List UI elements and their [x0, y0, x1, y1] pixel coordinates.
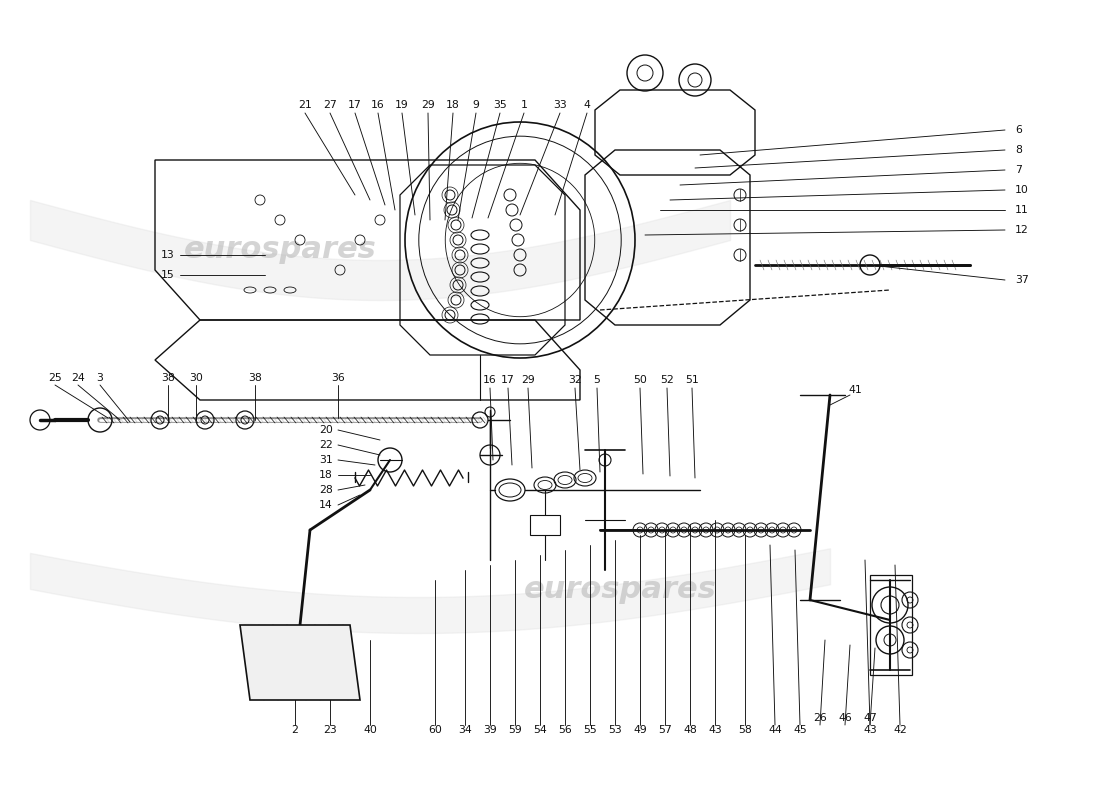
Text: 47: 47: [864, 713, 877, 723]
Text: 5: 5: [594, 375, 601, 385]
Text: 9: 9: [473, 100, 480, 110]
Text: 11: 11: [1015, 205, 1028, 215]
Text: 33: 33: [553, 100, 566, 110]
Text: 3: 3: [97, 373, 103, 383]
Text: 22: 22: [319, 440, 333, 450]
Polygon shape: [240, 625, 360, 700]
Text: 43: 43: [708, 725, 722, 735]
Text: 23: 23: [323, 725, 337, 735]
Text: 29: 29: [421, 100, 434, 110]
Text: 49: 49: [634, 725, 647, 735]
Text: 58: 58: [738, 725, 752, 735]
Text: 30: 30: [189, 373, 202, 383]
Text: 55: 55: [583, 725, 597, 735]
Text: 6: 6: [1015, 125, 1022, 135]
Text: 13: 13: [162, 250, 175, 260]
Text: 15: 15: [162, 270, 175, 280]
Text: 1: 1: [520, 100, 527, 110]
Text: 43: 43: [864, 725, 877, 735]
Text: 28: 28: [319, 485, 333, 495]
Text: 32: 32: [568, 375, 582, 385]
Text: 26: 26: [813, 713, 827, 723]
Text: 4: 4: [584, 100, 591, 110]
Text: eurospares: eurospares: [184, 235, 376, 265]
Text: 29: 29: [521, 375, 535, 385]
Text: 42: 42: [893, 725, 906, 735]
Text: 27: 27: [323, 100, 337, 110]
Text: 17: 17: [348, 100, 362, 110]
Text: 53: 53: [608, 725, 622, 735]
Text: 37: 37: [1015, 275, 1028, 285]
Text: 7: 7: [1015, 165, 1022, 175]
Text: 38: 38: [249, 373, 262, 383]
Text: 21: 21: [298, 100, 312, 110]
Text: 24: 24: [72, 373, 85, 383]
Text: 44: 44: [768, 725, 782, 735]
Text: 36: 36: [331, 373, 345, 383]
Text: 18: 18: [319, 470, 333, 480]
Bar: [870, 575, 912, 675]
Text: 52: 52: [660, 375, 674, 385]
Text: 39: 39: [483, 725, 497, 735]
Text: eurospares: eurospares: [524, 575, 716, 605]
Text: 25: 25: [48, 373, 62, 383]
Text: 46: 46: [838, 713, 851, 723]
Text: 34: 34: [458, 725, 472, 735]
Text: 59: 59: [508, 725, 521, 735]
Text: 51: 51: [685, 375, 698, 385]
Text: 14: 14: [319, 500, 333, 510]
Text: 45: 45: [793, 725, 807, 735]
Text: 60: 60: [428, 725, 442, 735]
Text: 16: 16: [483, 375, 497, 385]
Text: 50: 50: [634, 375, 647, 385]
Text: 20: 20: [319, 425, 333, 435]
Text: 17: 17: [502, 375, 515, 385]
Text: 31: 31: [319, 455, 333, 465]
Text: 8: 8: [1015, 145, 1022, 155]
Text: 19: 19: [395, 100, 409, 110]
Text: 56: 56: [558, 725, 572, 735]
Text: 57: 57: [658, 725, 672, 735]
Text: 18: 18: [447, 100, 460, 110]
Text: 41: 41: [848, 385, 862, 395]
Bar: [530, 515, 560, 535]
Text: 35: 35: [493, 100, 507, 110]
Text: 12: 12: [1015, 225, 1028, 235]
Text: 10: 10: [1015, 185, 1028, 195]
Text: 16: 16: [371, 100, 385, 110]
Text: 2: 2: [292, 725, 298, 735]
Text: 48: 48: [683, 725, 697, 735]
Text: 54: 54: [534, 725, 547, 735]
Text: 38: 38: [161, 373, 175, 383]
Text: 40: 40: [363, 725, 377, 735]
